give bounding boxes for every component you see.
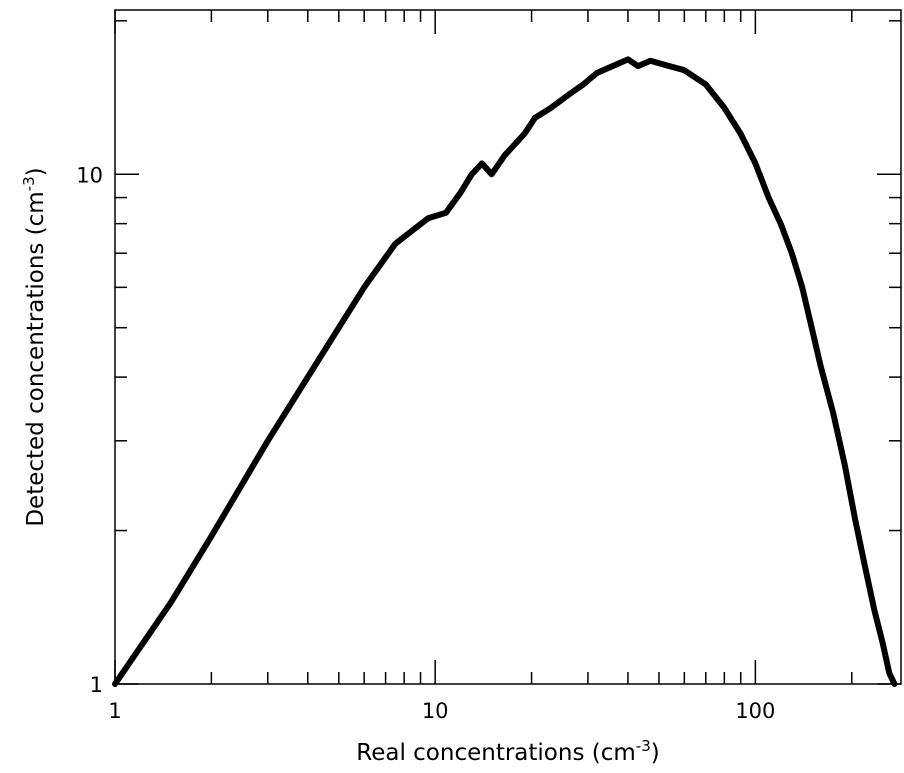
axis-ticks — [114, 10, 901, 685]
x-tick-label: 10 — [422, 699, 449, 723]
x-tick-label: 1 — [108, 699, 121, 723]
tick-labels: 1 10 100 1 10 — [76, 163, 775, 723]
x-axis-title: Real concentrations (cm-3) — [356, 737, 659, 766]
y-tick-label: 1 — [90, 673, 103, 697]
plot-frame — [114, 9, 902, 685]
y-axis-title: Detected concentrations (cm-3) — [20, 167, 49, 526]
series-line — [112, 56, 898, 687]
x-tick-label: 100 — [735, 699, 775, 723]
y-tick-label: 10 — [76, 163, 103, 187]
